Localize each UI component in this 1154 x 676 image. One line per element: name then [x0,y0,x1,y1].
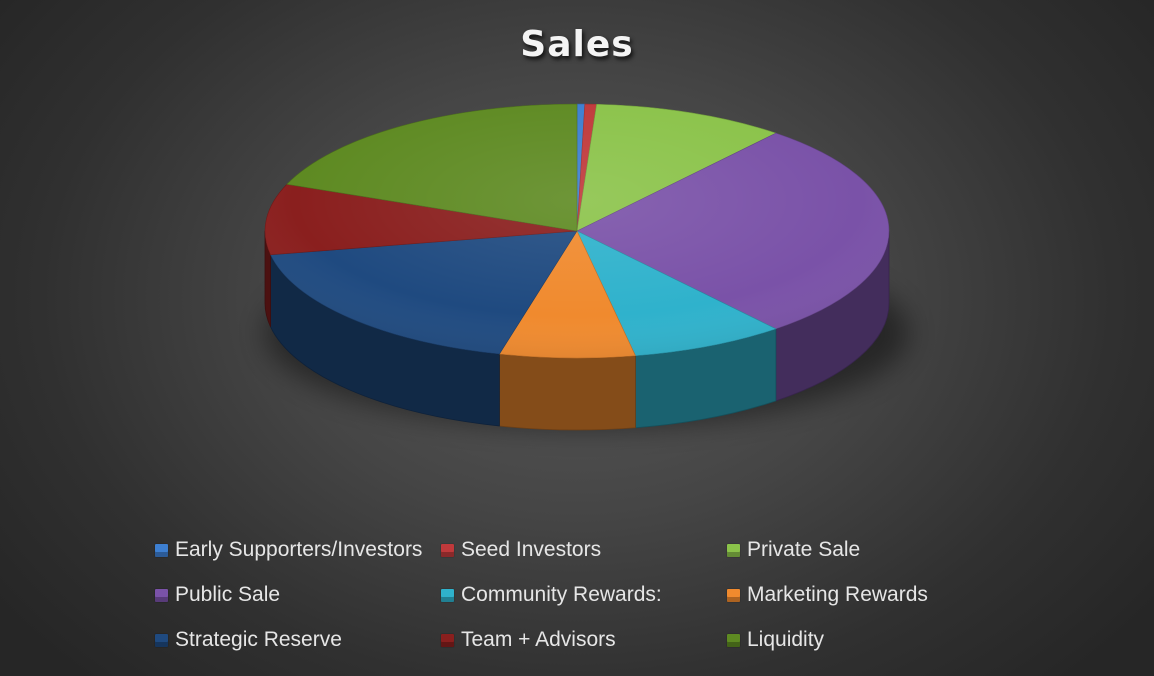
legend-item: Liquidity [727,623,824,657]
legend-swatch [441,588,454,602]
legend-swatch [727,543,740,557]
legend-swatch [155,588,168,602]
legend-swatch [441,543,454,557]
legend-item: Seed Investors [441,533,601,567]
legend-swatch [727,588,740,602]
legend-label: Early Supporters/Investors [175,538,423,561]
legend-label: Strategic Reserve [175,628,342,651]
legend-label: Team + Advisors [461,628,616,651]
legend-swatch [155,633,168,647]
legend-label: Community Rewards: [461,583,662,606]
legend-swatch [155,543,168,557]
pie-top-faces [264,103,890,359]
pie-side-6 [499,353,636,431]
legend-item: Private Sale [727,533,860,567]
legend-label: Seed Investors [461,538,602,561]
legend-item: Community Rewards: [441,578,662,612]
legend-item: Early Supporters/Investors [155,533,422,567]
legend-label: Private Sale [747,538,861,561]
legend-item: Marketing Rewards [727,578,928,612]
legend-swatch [441,633,454,647]
legend-label: Public Sale [175,583,281,606]
chart-title: Sales [520,24,634,65]
legend-label: Marketing Rewards [747,583,928,606]
legend-item: Public Sale [155,578,280,612]
legend-swatch [727,633,740,647]
legend-label: Liquidity [747,628,825,651]
legend-item: Team + Advisors [441,623,616,657]
chart-legend: Early Supporters/Investors Seed Investors… [155,533,1015,668]
legend-item: Strategic Reserve [155,623,342,657]
